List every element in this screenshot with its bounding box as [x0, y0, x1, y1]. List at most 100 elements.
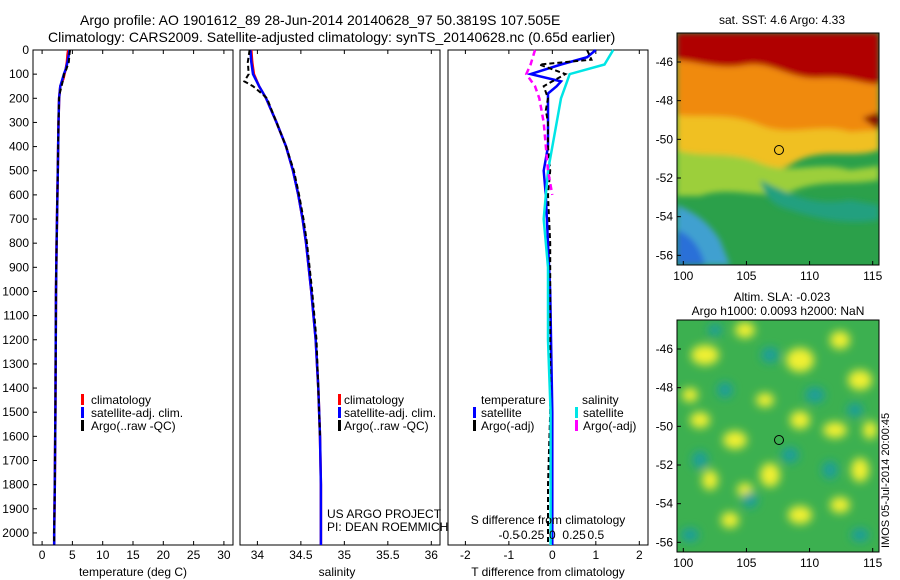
legend-swatch-satellite [81, 407, 84, 418]
header-line-1: Argo profile: AO 1901612_89 28-Jun-2014 … [80, 12, 560, 28]
sst-argo-marker [774, 145, 784, 155]
sla-high-patch [863, 421, 877, 439]
map-x-tick-label: 100 [673, 269, 693, 283]
x-tick-label: 35 [338, 548, 352, 562]
x-tick-label: 1 [592, 548, 599, 562]
depth-tick-label: 1500 [2, 405, 29, 419]
sla-map-axes: 100 105 110 115 -46 -48 -50 -52 -54 -56 [656, 342, 883, 570]
sla-low-patch [717, 382, 733, 398]
depth-axis: 0 100 200 300 400 500 600 700 800 900 1000 1100 1200… [2, 43, 37, 540]
x-tick-label: 30 [217, 548, 231, 562]
depth-tick-label: 1800 [2, 478, 29, 492]
map-x-tick-label: 100 [673, 556, 693, 570]
legend-label-satellite: satellite-adj. clim. [344, 406, 436, 420]
x-tick-label: 2 [636, 548, 643, 562]
sla-low-patch [681, 528, 699, 542]
x-tick-label: 34 [251, 548, 265, 562]
x-tick-label: -1 [504, 548, 515, 562]
map-x-tick-label: 105 [736, 556, 756, 570]
sla-high-patch [786, 348, 814, 372]
sla-map-title-1: Altim. SLA: -0.023 [734, 290, 831, 304]
depth-tick-label: 700 [9, 212, 29, 226]
sla-high-patch [823, 422, 847, 438]
legend-swatch-argo [81, 420, 84, 431]
temperature-x-axis: 0 5 10 15 20 25 30 [39, 50, 231, 562]
map-y-tick-label: -56 [656, 248, 674, 262]
legend-label-temp-satellite: satellite [481, 406, 522, 420]
legend-swatch-climatology [81, 394, 84, 405]
sla-low-patch [781, 447, 799, 463]
sla-low-patch [847, 403, 863, 417]
legend-label-climatology: climatology [344, 393, 404, 407]
salinity-series [242, 49, 323, 545]
sst-map-frame [676, 32, 880, 266]
series-line-salinity-satellite [542, 49, 615, 545]
difference-series [524, 49, 615, 545]
legend-label-sal-satellite: satellite [583, 406, 624, 420]
depth-tick-label: 400 [9, 140, 29, 154]
series-line-argo-raw-qc [242, 49, 321, 437]
sla-map-frame [676, 319, 880, 553]
sla-high-patch [721, 512, 739, 528]
depth-tick-label: 600 [9, 188, 29, 202]
temperature-series [52, 49, 71, 545]
s-tick-label: 0.5 [587, 528, 604, 542]
x-tick-label: 25 [187, 548, 201, 562]
sla-low-patch [851, 528, 869, 542]
depth-tick-label: 800 [9, 236, 29, 250]
temperature-legend: climatology satellite-adj. clim. Argo(..… [81, 393, 183, 433]
sla-high-patch [851, 458, 869, 482]
temperature-xlabel: temperature (deg C) [79, 565, 187, 579]
sla-high-patch [760, 463, 780, 487]
depth-tick-label: 300 [9, 115, 29, 129]
x-tick-label: 15 [126, 548, 140, 562]
sla-map: Altim. SLA: -0.023 Argo h1000: 0.0093 h2… [656, 290, 892, 570]
sla-low-patch [742, 492, 758, 508]
difference-x-axis: -2 -1 0 1 2 [460, 50, 643, 562]
depth-tick-label: 2000 [2, 526, 29, 540]
difference-panel: -2 -1 0 1 2 S difference from climatology T … [447, 49, 649, 579]
sla-high-patch [723, 431, 747, 449]
sla-low-patch [822, 461, 838, 479]
salinity-axes-frame [239, 49, 441, 546]
map-y-tick-label: -56 [656, 535, 674, 549]
depth-tick-label: 1600 [2, 429, 29, 443]
salinity-x-axis: 34 34.5 35 35.5 36 [251, 50, 439, 562]
legend-swatch-argo [338, 420, 341, 431]
x-tick-label: 35.5 [376, 548, 400, 562]
legend-swatch-climatology [338, 394, 341, 405]
s-tick-label: -0.25 [517, 528, 545, 542]
map-y-tick-label: -48 [656, 94, 674, 108]
depth-tick-label: 1700 [2, 453, 29, 467]
map-x-tick-label: 115 [863, 556, 882, 570]
sla-low-patch [708, 324, 722, 336]
credit-project: US ARGO PROJECT [327, 507, 442, 521]
t-difference-xlabel: T difference from climatology [471, 565, 625, 579]
sla-argo-marker [774, 435, 784, 445]
s-tick-label: 0.25 [562, 528, 586, 542]
map-x-tick-label: 115 [863, 269, 882, 283]
legend-label-temp-argo: Argo(-adj) [481, 419, 534, 433]
temperature-axes-frame [32, 49, 234, 546]
sst-map-axes: 100 105 110 115 -46 -48 -50 -52 -54 -56 [656, 55, 883, 283]
sla-high-patch [702, 470, 718, 490]
s-tick-label: 0 [549, 528, 556, 542]
depth-tick-label: 200 [9, 91, 29, 105]
salinity-legend: climatology satellite-adj. clim. Argo(..… [338, 393, 436, 433]
map-y-tick-label: -48 [656, 381, 674, 395]
sla-high-patch [848, 370, 872, 390]
sla-low-patch [805, 387, 825, 403]
map-y-tick-label: -46 [656, 342, 674, 356]
sst-map: sat. SST: 4.6 Argo: 4.33 100 105 110 115 -46… [656, 13, 883, 283]
x-tick-label: 10 [96, 548, 110, 562]
x-tick-label: 34.5 [289, 548, 313, 562]
credit-pi: PI: DEAN ROEMMICH [327, 520, 448, 534]
depth-tick-label: 900 [9, 260, 29, 274]
legend-title-salinity: salinity [582, 393, 619, 407]
sla-high-patch [682, 388, 698, 402]
sla-high-patch [830, 331, 850, 349]
sla-high-patch [790, 411, 810, 429]
sla-high-patch [690, 412, 710, 428]
x-tick-label: 36 [425, 548, 439, 562]
